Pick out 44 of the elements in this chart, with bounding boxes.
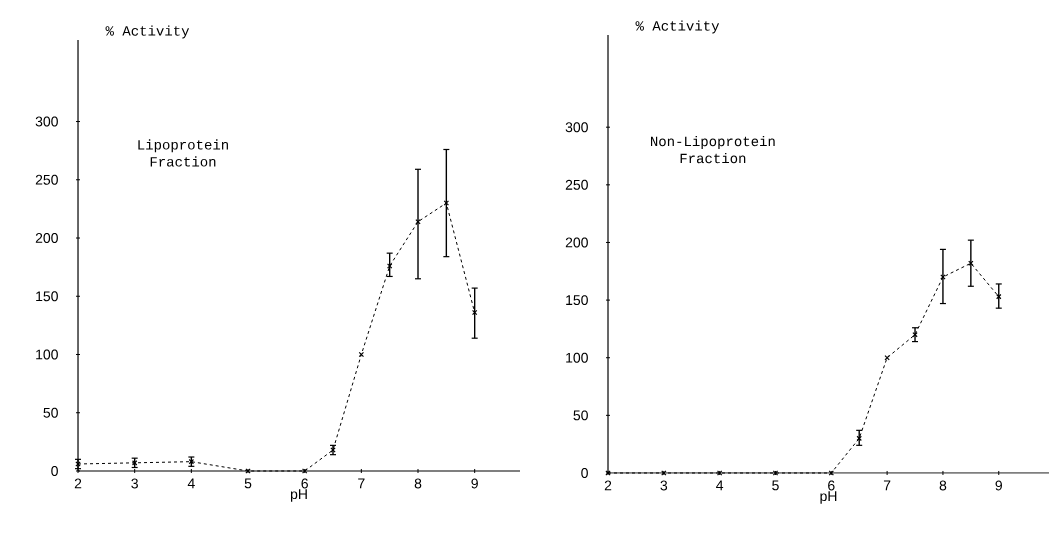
y-tick-label: 200 [565,237,588,248]
x-tick-label: 7 [883,480,891,491]
y-tick-label: 250 [565,179,588,190]
y-axis-title: % Activity [105,25,190,39]
x-tick-label: 3 [660,480,668,491]
y-tick-label: 0 [51,466,58,476]
y-tick-label: 250 [35,174,58,185]
point [358,351,365,358]
y-tick-label: 200 [35,233,58,243]
point [661,470,667,476]
x-tick-label: 8 [414,478,422,489]
y-tick-label: 0 [581,468,588,478]
x-tick-label: 5 [772,480,779,491]
x-tick-label: 4 [187,478,195,489]
point [884,355,890,361]
x-axis-title: pH [820,491,837,504]
y-tick-label: 150 [566,295,588,306]
x-tick-label: 8 [939,480,947,491]
y-tick-label: 100 [36,349,58,360]
y-tick-label: 50 [43,407,58,418]
point [471,309,478,316]
y-tick-label: 300 [35,116,58,127]
point [828,470,835,476]
y-tick-label: 50 [573,410,588,421]
x-tick-label: 9 [995,480,1002,491]
annotation: Lipoprotein Fraction [138,139,228,167]
annotation: Non-Lipoprotein Fraction [651,135,775,164]
point [301,468,308,474]
x-tick-label: 7 [358,478,365,489]
x-tick-label: 6 [828,480,835,491]
y-tick-label: 100 [566,352,588,363]
x-tick-label: 2 [604,480,612,491]
point [772,470,779,476]
x-tick-label: 5 [244,478,252,489]
x-tick-label: 6 [301,478,308,489]
x-tick-label: 4 [716,480,724,491]
x-tick-label: 2 [74,478,82,489]
point [716,470,723,476]
x-tick-label: 9 [471,478,478,489]
x-tick-label: 3 [131,478,138,489]
y-axis-title: % Activity [635,20,720,34]
y-tick-label: 300 [565,122,588,133]
x-axis-title: pH [290,489,307,502]
y-tick-label: 150 [36,291,58,302]
